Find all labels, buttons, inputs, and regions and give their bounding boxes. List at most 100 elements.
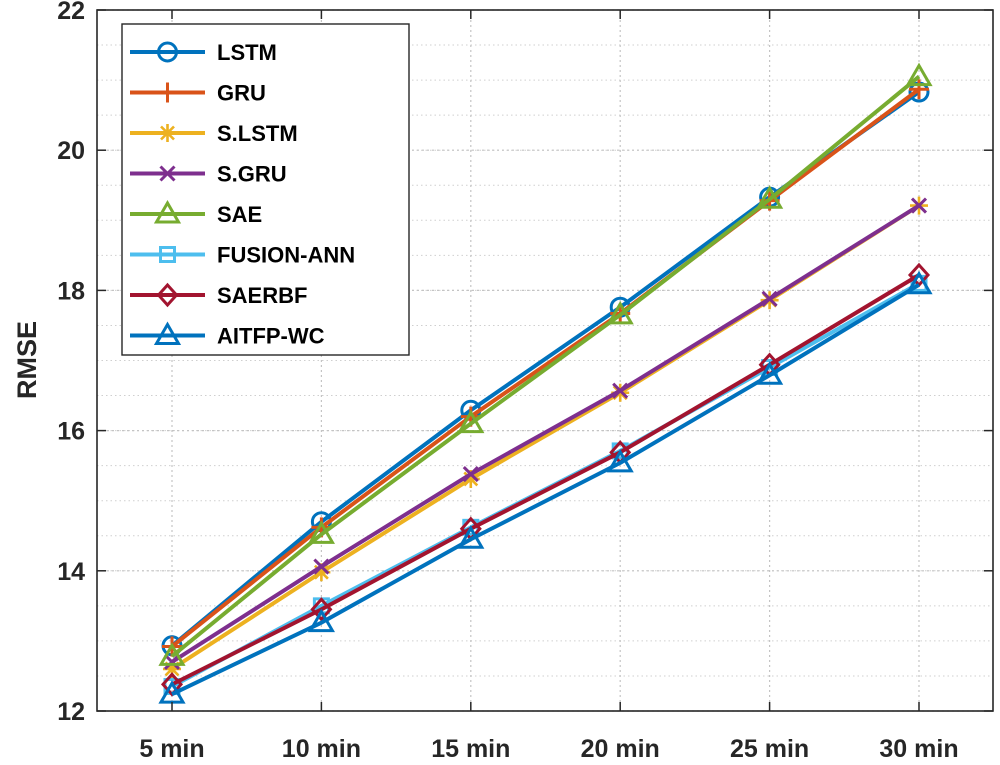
x-tick-label: 10 min — [282, 735, 361, 763]
legend-box — [121, 23, 410, 356]
series-line-aitfp-wc — [171, 283, 921, 696]
legend-entry-lstm: LSTM — [130, 40, 277, 65]
triangle-marker-shape — [606, 448, 634, 473]
data-point-s-lstm — [461, 469, 480, 488]
data-point-s-gru — [910, 197, 928, 214]
data-point-s-gru — [612, 382, 629, 399]
series-line-gru — [170, 87, 921, 649]
series-line-sae — [170, 75, 921, 658]
legend-label: FUSION-ANN — [217, 243, 355, 268]
y-tick-label: 18 — [57, 277, 85, 305]
triangle-marker-shape — [457, 525, 485, 549]
legend-marker — [157, 82, 178, 103]
legend-entry-sae: SAE — [130, 200, 262, 227]
legend-marker — [159, 246, 176, 263]
legend-label: S.GRU — [217, 162, 287, 187]
plot-area-frame — [96, 9, 994, 712]
x-marker-shape — [462, 466, 479, 483]
data-point-saerbf — [310, 597, 333, 622]
data-point-aitfp-wc — [606, 448, 634, 473]
triangle-marker-shape — [153, 321, 182, 345]
y-axis-label: RMSE — [12, 321, 42, 399]
series-lines — [158, 62, 933, 704]
legend-entry-saerbf: SAERBF — [130, 282, 307, 308]
x-tick-label: 15 min — [431, 735, 510, 763]
x-marker-shape — [910, 197, 928, 214]
asterisk-marker-shape — [163, 659, 181, 678]
data-point-s-lstm — [312, 563, 331, 582]
legend-marker — [156, 282, 179, 308]
triangle-marker-shape — [755, 361, 784, 385]
legend-label: S.LSTM — [217, 121, 298, 146]
plus-marker-shape — [909, 79, 929, 100]
legend-marker — [153, 321, 182, 345]
data-point-sae — [457, 409, 485, 434]
triangle-marker-shape — [755, 185, 784, 209]
data-point-sae — [307, 520, 336, 544]
triangle-marker-shape — [905, 270, 933, 295]
legend-marker — [157, 41, 178, 63]
asterisk-marker-shape — [158, 124, 177, 142]
data-point-s-gru — [163, 653, 181, 670]
data-point-s-lstm — [163, 659, 181, 678]
series-s-gru — [163, 197, 928, 670]
data-point-aitfp-wc — [905, 270, 933, 295]
data-point-sae — [755, 185, 784, 209]
diamond-marker-shape — [160, 672, 184, 697]
series-sae — [158, 62, 933, 666]
legend-label: LSTM — [217, 40, 277, 65]
x-marker-shape — [163, 653, 181, 670]
triangle-marker-shape — [158, 642, 186, 666]
series-saerbf — [160, 262, 931, 697]
triangle-marker-shape — [307, 608, 336, 633]
legend-label: GRU — [217, 81, 266, 106]
legend-entry-aitfp-wc: AITFP-WC — [130, 321, 325, 349]
data-point-s-gru — [462, 466, 479, 483]
triangle-marker-shape — [153, 200, 182, 224]
asterisk-marker-shape — [461, 469, 480, 488]
y-tick-label: 12 — [57, 698, 85, 726]
y-tick-label: 16 — [57, 418, 85, 446]
legend-entry-fusion-ann: FUSION-ANN — [130, 243, 355, 268]
triangle-marker-shape — [905, 62, 933, 87]
x-tick-label: 5 min — [139, 735, 204, 763]
data-point-saerbf — [160, 672, 184, 697]
circle-marker-shape — [157, 41, 178, 63]
data-point-s-gru — [761, 290, 778, 307]
legend-label: SAE — [217, 202, 262, 227]
diamond-marker-shape — [156, 282, 179, 308]
data-point-aitfp-wc — [457, 525, 485, 549]
x-marker-shape — [761, 290, 778, 307]
plus-marker-shape — [157, 82, 178, 103]
series-aitfp-wc — [158, 270, 933, 704]
x-marker-shape — [313, 558, 330, 575]
legend-entry-gru: GRU — [130, 81, 266, 106]
legend-marker — [153, 200, 182, 224]
x-marker-shape — [159, 165, 176, 182]
diamond-marker-shape — [310, 597, 333, 622]
legend-marker — [158, 124, 177, 142]
y-axis-ticks: 12 14 16 18 20 22 — [57, 0, 993, 726]
square-marker-shape — [159, 246, 176, 263]
y-tick-label: 14 — [57, 558, 85, 586]
data-point-s-gru — [313, 558, 330, 575]
legend: LSTM GRU S.LSTM S.GRU SAE FUSION-ANN SAERBF AIT… — [121, 23, 410, 356]
y-tick-label: 22 — [57, 0, 85, 25]
x-marker-shape — [612, 382, 629, 399]
data-point-sae — [158, 642, 186, 666]
data-point-sae — [606, 300, 634, 325]
legend-entry-s-lstm: S.LSTM — [130, 121, 298, 146]
asterisk-marker-shape — [312, 563, 331, 582]
x-tick-label: 30 min — [879, 735, 958, 763]
legend-label: AITFP-WC — [217, 324, 325, 349]
data-point-aitfp-wc — [307, 608, 336, 633]
data-point-gru — [909, 79, 929, 100]
triangle-marker-shape — [606, 300, 634, 325]
data-point-aitfp-wc — [755, 361, 784, 385]
y-tick-label: 20 — [57, 137, 85, 165]
x-tick-label: 20 min — [581, 735, 660, 763]
x-axis-ticks: 5 min 10 min 15 min 20 min 25 min 30 min — [139, 10, 959, 763]
triangle-marker-shape — [457, 409, 485, 434]
x-tick-label: 25 min — [730, 735, 809, 763]
